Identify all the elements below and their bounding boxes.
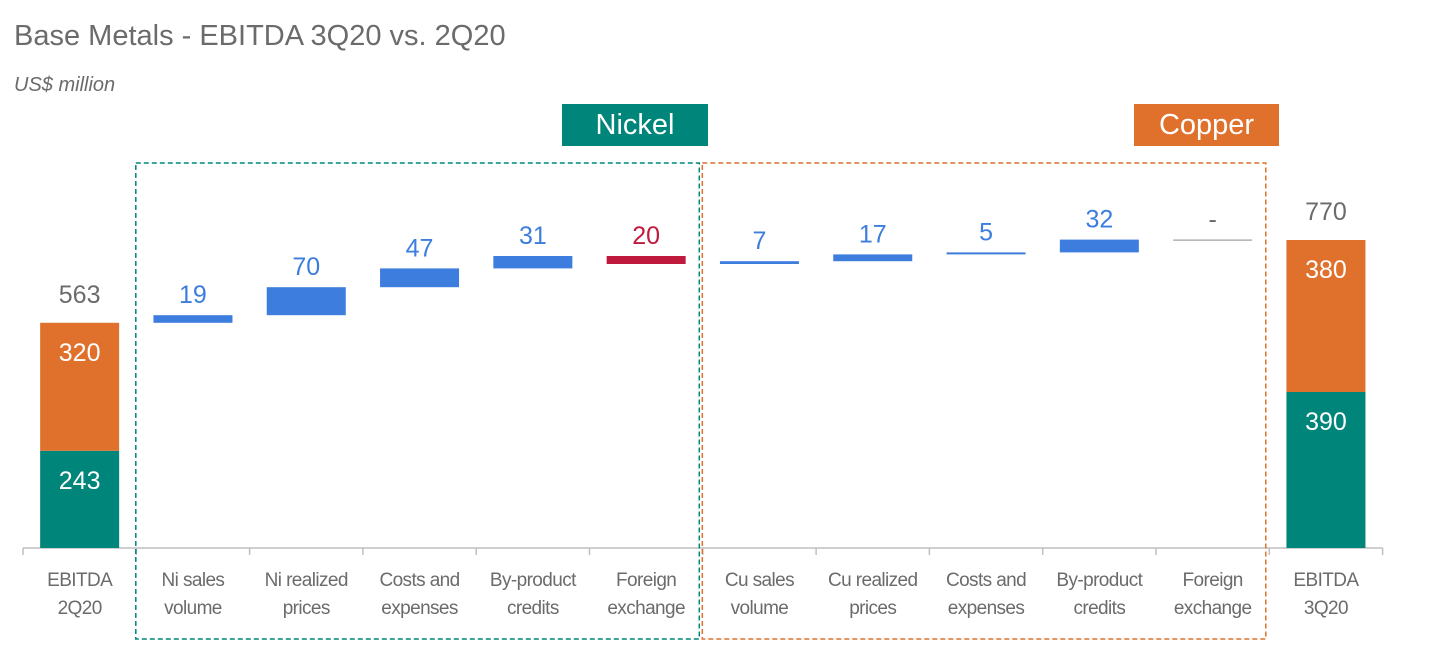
delta-label: 70 — [292, 253, 320, 281]
category-label: Ni sales — [162, 570, 225, 591]
delta-bar — [380, 268, 460, 288]
category-label: exchange — [1174, 598, 1252, 619]
delta-label: 7 — [752, 227, 766, 255]
delta-bar — [493, 256, 573, 269]
category-label: EBITDA — [47, 570, 113, 591]
category-label: 2Q20 — [58, 598, 102, 619]
delta-bar — [153, 315, 233, 323]
group-box-nickel — [135, 162, 701, 640]
category-label: expenses — [381, 598, 458, 619]
delta-label: 17 — [859, 220, 887, 248]
category-label: Cu sales — [725, 570, 794, 591]
nickel-group-tag: Nickel — [562, 104, 708, 146]
delta-bar — [266, 287, 346, 316]
category-label: Ni realized — [265, 570, 348, 591]
category-label: prices — [283, 598, 330, 619]
stack-segment-bar — [40, 450, 120, 548]
stack-segment-label: 320 — [59, 339, 101, 367]
category-label: expenses — [948, 598, 1025, 619]
group-box-copper — [701, 162, 1267, 640]
delta-label: 19 — [179, 281, 207, 309]
category-label: volume — [164, 598, 222, 619]
delta-bar — [606, 256, 686, 264]
category-label: credits — [507, 598, 559, 619]
category-label: By-product — [1056, 570, 1143, 591]
copper-group-tag: Copper — [1134, 104, 1279, 146]
category-label: By-product — [490, 570, 577, 591]
category-label: Costs and — [946, 570, 1026, 591]
stack-segment-label: 390 — [1305, 408, 1347, 436]
delta-bar — [1173, 239, 1253, 241]
stack-segment-label: 380 — [1305, 256, 1347, 284]
delta-label: 5 — [979, 218, 993, 246]
category-label: Cu realized — [828, 570, 918, 591]
total-label: 770 — [1305, 198, 1347, 226]
delta-label: 47 — [406, 234, 434, 262]
category-label: EBITDA — [1293, 570, 1359, 591]
delta-bar — [719, 261, 799, 264]
stack-segment-bar — [1286, 392, 1366, 548]
category-label: credits — [1073, 598, 1125, 619]
stack-segment-bar — [1286, 240, 1366, 392]
delta-label: 32 — [1085, 206, 1113, 234]
delta-bar — [946, 252, 1026, 255]
delta-label: - — [1208, 206, 1216, 234]
stack-segment-label: 243 — [59, 467, 101, 495]
category-label: prices — [849, 598, 896, 619]
stack-segment-bar — [40, 322, 120, 451]
delta-bar — [833, 254, 913, 262]
category-label: Foreign — [616, 570, 676, 591]
delta-label: 31 — [519, 222, 547, 250]
total-label: 563 — [59, 281, 101, 309]
category-label: Foreign — [1183, 570, 1243, 591]
category-label: 3Q20 — [1304, 598, 1348, 619]
category-label: volume — [731, 598, 789, 619]
delta-label: 20 — [632, 222, 660, 250]
chart-title: Base Metals - EBITDA 3Q20 vs. 2Q20 — [14, 20, 506, 52]
category-label: Costs and — [379, 570, 459, 591]
chart-subtitle: US$ million — [14, 74, 116, 96]
category-label: exchange — [607, 598, 685, 619]
delta-bar — [1059, 239, 1139, 253]
